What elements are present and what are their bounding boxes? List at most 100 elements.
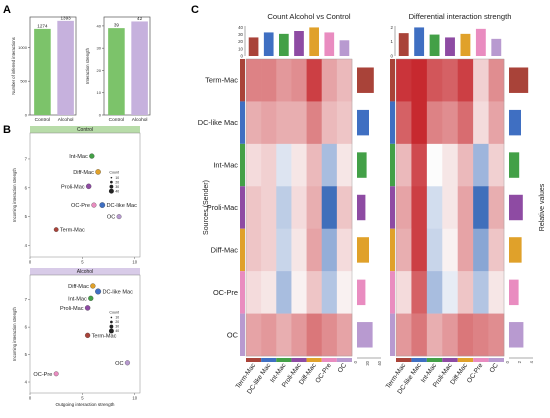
B-top-legend-label: 40 [115,189,119,193]
C-right-cell-oc-oc-pre [473,313,489,357]
B-bottom-legend-title: Count [109,310,119,314]
C-right-cell-dc-like-mac-diff-mac [457,101,474,145]
C-right-cell-term-mac-dc-like-mac [411,59,428,102]
C-left-top-bar-oc-pre [324,32,335,56]
C-left-cell-diff-mac-oc [336,228,353,272]
C-right-heatmap-frame [395,58,505,357]
C-right-cell-term-mac-term-mac [396,59,412,102]
C-left-cell-oc-int-mac [276,313,292,357]
C-left-cell-int-mac-term-mac [246,143,262,187]
A-left-category-label: Control [35,117,50,123]
B-bottom-legend-symbol [109,324,114,329]
C-left-top-bar-proli-mac [294,31,304,56]
C-right-right-bar-term-mac [509,67,529,93]
C-right-cell-term-mac-diff-mac [457,59,474,102]
C-left-cell-term-mac-oc [336,59,353,102]
A-left-bar-control [34,28,51,115]
B-top-legend-label: 20 [115,180,119,184]
B-top-xtick-label: 5 [81,260,84,265]
B-top-xtick-label: 10 [132,260,137,265]
B-top-title-strip [30,126,140,133]
C-right-cell-oc-pre-term-mac [396,271,412,314]
C-right-top-tick-label: 2 [391,25,394,30]
C-left-row-label-proli-mac: Proli-Mac [207,203,239,212]
C-right-right-tick-label: 2 [517,360,522,363]
B-bottom-ytick-label: 4 [25,380,28,385]
panel-c-letter: C [191,4,199,16]
B-top-point-label: OC-Pre [71,203,90,209]
C-left-title: Count Alcohol vs Control [267,12,350,21]
A-right-plot-frame [103,16,151,116]
A-right-ylabel: Interaction strength [85,47,90,84]
panel-b: Control 0 5 10 4 5 6 7 Int-Mac Diff-Mac Proli-Mac O… [12,126,141,407]
B-bottom-plot-frame [29,274,141,394]
B-top-point-label: Diff-Mac [73,170,94,176]
panel-a-letter: A [3,4,11,16]
C-left-cell-term-mac-proli-mac [291,59,307,102]
B-top-point-proli-mac [85,183,92,190]
B-bottom-xlabel: Outgoing interaction strength [56,402,115,407]
C-left-right-tick-label: 0 [353,360,358,363]
C-right-cell-term-mac-int-mac [426,59,443,102]
B-bottom-ytick-label: 5 [25,352,28,357]
C-right-cell-diff-mac-oc [488,228,505,272]
C-right-row-strip-oc-pre [390,271,395,314]
A-right-ytick-label: 30 [97,46,102,51]
C-left-right-tick-label: 20 [365,360,370,365]
B-bottom-title: Alcohol [77,269,93,275]
C-left-cell-diff-mac-int-mac [276,228,292,272]
B-bottom-point-term-mac [85,332,91,338]
B-bottom-point-label: OC [115,361,123,367]
B-bottom-xtick-label: 10 [132,396,137,401]
C-right-cell-oc-pre-int-mac [426,271,443,314]
C-right-top-tick-label: 0 [391,54,394,59]
C-left-ylabel: Sources (Sender) [203,180,210,235]
C-right-cell-dc-like-mac-int-mac [426,101,443,145]
C-right-col-strip-int-mac [426,358,443,362]
B-bottom-legend-label: 10 [115,316,119,320]
C-left-top-tick-label: 20 [238,39,243,44]
B-bottom-point-dc-like-mac [95,288,102,295]
A-left-ylabel: Number of inferred interactions [11,37,16,95]
C-left-right-bar-term-mac [357,67,374,93]
C-right-cell-int-mac-dc-like-mac [411,143,428,187]
C-left-cell-oc-dc-like-mac [261,313,277,357]
C-right-cell-oc-diff-mac [457,313,474,357]
C-right-cell-dc-like-mac-term-mac [396,101,412,145]
C-right-right-bar-dc-like-mac [509,109,521,136]
A-left-plot-frame [29,16,77,116]
C-right-cell-dc-like-mac-oc-pre [473,101,489,145]
B-bottom-legend-symbol [110,320,113,324]
C-left-cell-int-mac-diff-mac [306,143,323,187]
C-right-cell-oc-proli-mac [442,313,459,357]
C-right-cell-int-mac-oc [488,143,505,187]
C-left-row-strip-proli-mac [240,186,245,229]
C-left-top-tick-label: 10 [238,46,243,51]
C-left-cell-proli-mac-oc [336,186,353,230]
C-right-cell-int-mac-oc-pre [473,143,489,187]
C-left-cell-term-mac-diff-mac [306,59,323,102]
C-left-cell-oc-pre-term-mac [246,271,262,314]
C-right-top-bar-oc-pre [475,28,486,56]
C-right-top-bar-int-mac [429,34,440,56]
C-left-cell-diff-mac-dc-like-mac [261,228,277,272]
C-left-right-bar-oc [357,322,373,348]
C-right-right-tick-label: 0 [505,360,510,363]
A-left-ytick-label: 0 [25,113,28,118]
C-right-col-strip-oc-pre [473,358,489,362]
C-right-cell-dc-like-mac-proli-mac [442,101,459,145]
C-left-col-strip-oc-pre [321,358,337,362]
A-left-category-label: Alcohol [58,117,74,123]
C-left-row-label-oc: OC [227,330,239,339]
C-right-col-strip-dc-like-mac [411,358,427,362]
B-top-point-label: Term-Mac [60,228,85,234]
C-left-top-bar-term-mac [248,37,259,56]
C-left-cell-oc-pre-diff-mac [306,271,323,314]
C-left-cell-term-mac-int-mac [276,59,292,102]
A-right-bar-alcohol [131,21,148,116]
C-left-cell-int-mac-oc [336,143,353,187]
C-left-cell-dc-like-mac-term-mac [246,101,262,145]
C-right-cell-proli-mac-dc-like-mac [411,186,428,230]
C-right-cell-dc-like-mac-oc [488,101,505,145]
